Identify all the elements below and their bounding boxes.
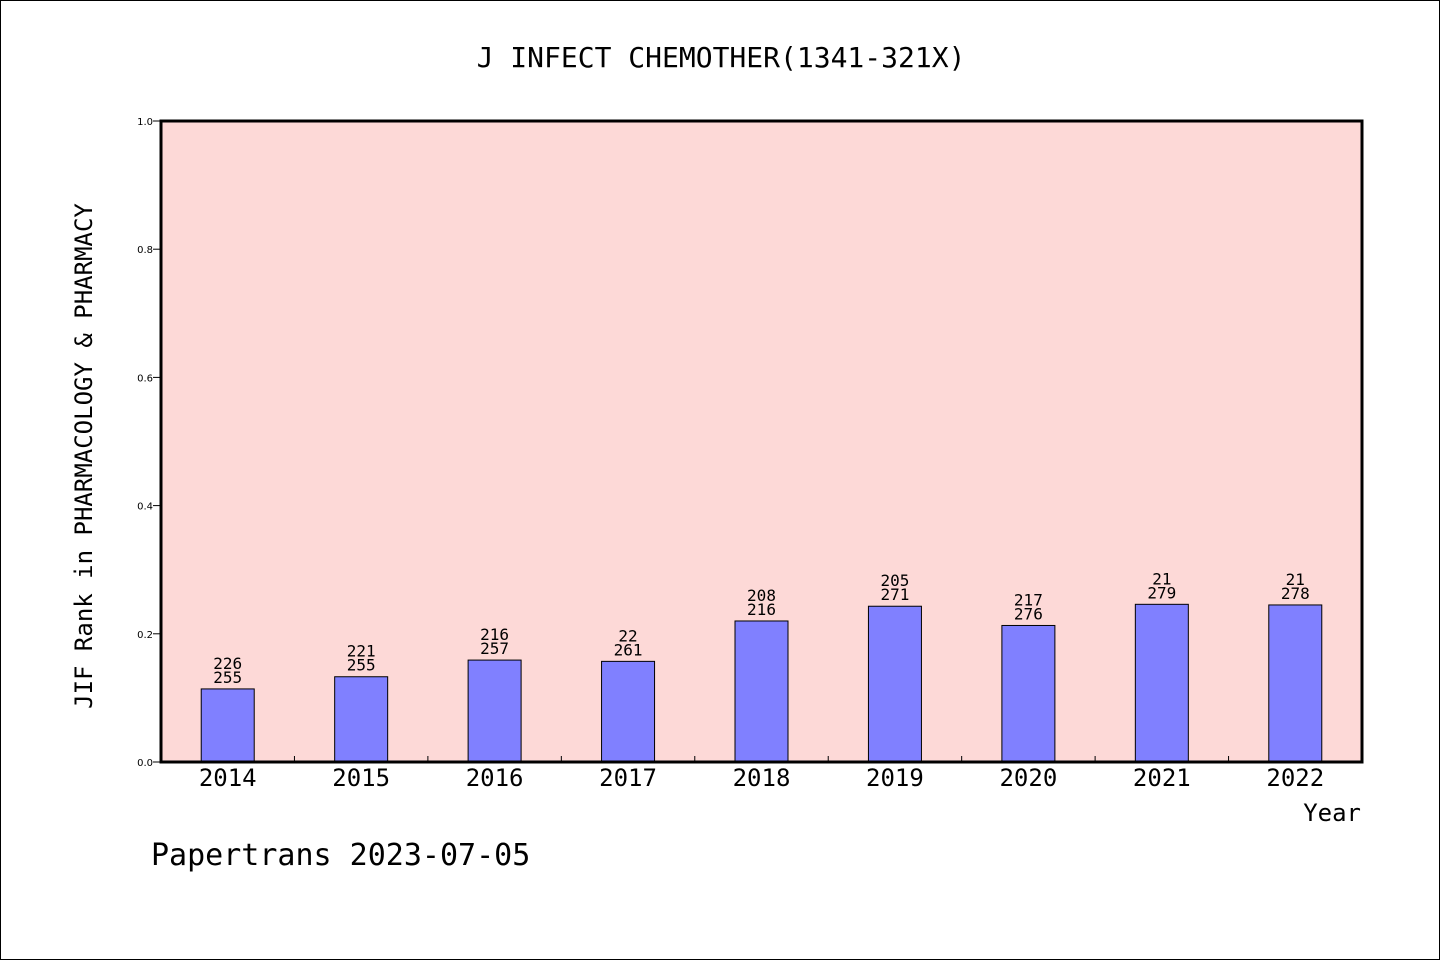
bar-rank-label: 22	[618, 626, 637, 645]
x-tick-label: 2021	[1133, 764, 1191, 792]
x-tick-label: 2022	[1266, 764, 1324, 792]
bar-total-label: 279	[1147, 583, 1176, 602]
y-tick-label: 1.0	[137, 117, 153, 128]
bar-rank-label: 221	[347, 642, 376, 661]
bars	[200, 603, 1323, 763]
bar-rank-label: 217	[1014, 590, 1043, 609]
y-axis-label: JIF Rank in PHARMACOLOGY & PHARMACY	[70, 203, 98, 709]
bar-rank-label: 216	[480, 625, 509, 644]
bar-total-label: 278	[1281, 584, 1310, 603]
x-tick-label: 2015	[332, 764, 390, 792]
y-tick-label: 0.0	[137, 758, 153, 769]
bar-total-label: 216	[747, 600, 776, 619]
bar-total-label: 255	[213, 668, 242, 687]
y-tick-label: 0.6	[137, 373, 153, 384]
x-tick-label: 2019	[866, 764, 924, 792]
x-tick-label: 2020	[999, 764, 1057, 792]
x-tick-label: 2018	[733, 764, 791, 792]
x-tick-label: 2016	[466, 764, 524, 792]
bar-total-label: 271	[880, 585, 909, 604]
bar-rank-label: 208	[747, 586, 776, 605]
bar-2017	[601, 660, 656, 763]
y-tick-label: 0.8	[137, 245, 153, 256]
bar-total-label: 276	[1014, 604, 1043, 623]
x-tick-label: 2017	[599, 764, 657, 792]
x-axis-ticks: 2014 2015 2016 2017 2018 2019 2020 2021 2022	[199, 756, 1324, 792]
plot-border	[159, 119, 1364, 764]
bar-total-label: 255	[347, 656, 376, 675]
bar-2018	[734, 620, 789, 763]
chart-title: J INFECT CHEMOTHER(1341-321X)	[477, 41, 966, 74]
bar-2015	[334, 676, 389, 763]
bar-2014	[200, 688, 255, 763]
bar-rank-label: 205	[880, 571, 909, 590]
bar-rank-label: 226	[213, 654, 242, 673]
bar-total-label: 261	[614, 640, 643, 659]
bar-2022	[1268, 604, 1323, 763]
bar-rank-label: 21	[1152, 569, 1171, 588]
y-axis-ticks: 0.0 0.2 0.4 0.6 0.8 1.0	[137, 117, 161, 769]
bar-2019	[867, 605, 922, 763]
x-axis-label: Year	[1303, 799, 1361, 827]
footer-stamp: Papertrans 2023-07-05	[151, 838, 530, 873]
bar-total-label: 257	[480, 639, 509, 658]
y-tick-label: 0.2	[137, 630, 153, 641]
bar-2021	[1134, 603, 1189, 763]
y-tick-label: 0.4	[137, 502, 153, 513]
bar-2016	[467, 659, 522, 763]
bar-2020	[1001, 624, 1056, 763]
x-tick-label: 2014	[199, 764, 257, 792]
bar-rank-label: 21	[1286, 570, 1305, 589]
